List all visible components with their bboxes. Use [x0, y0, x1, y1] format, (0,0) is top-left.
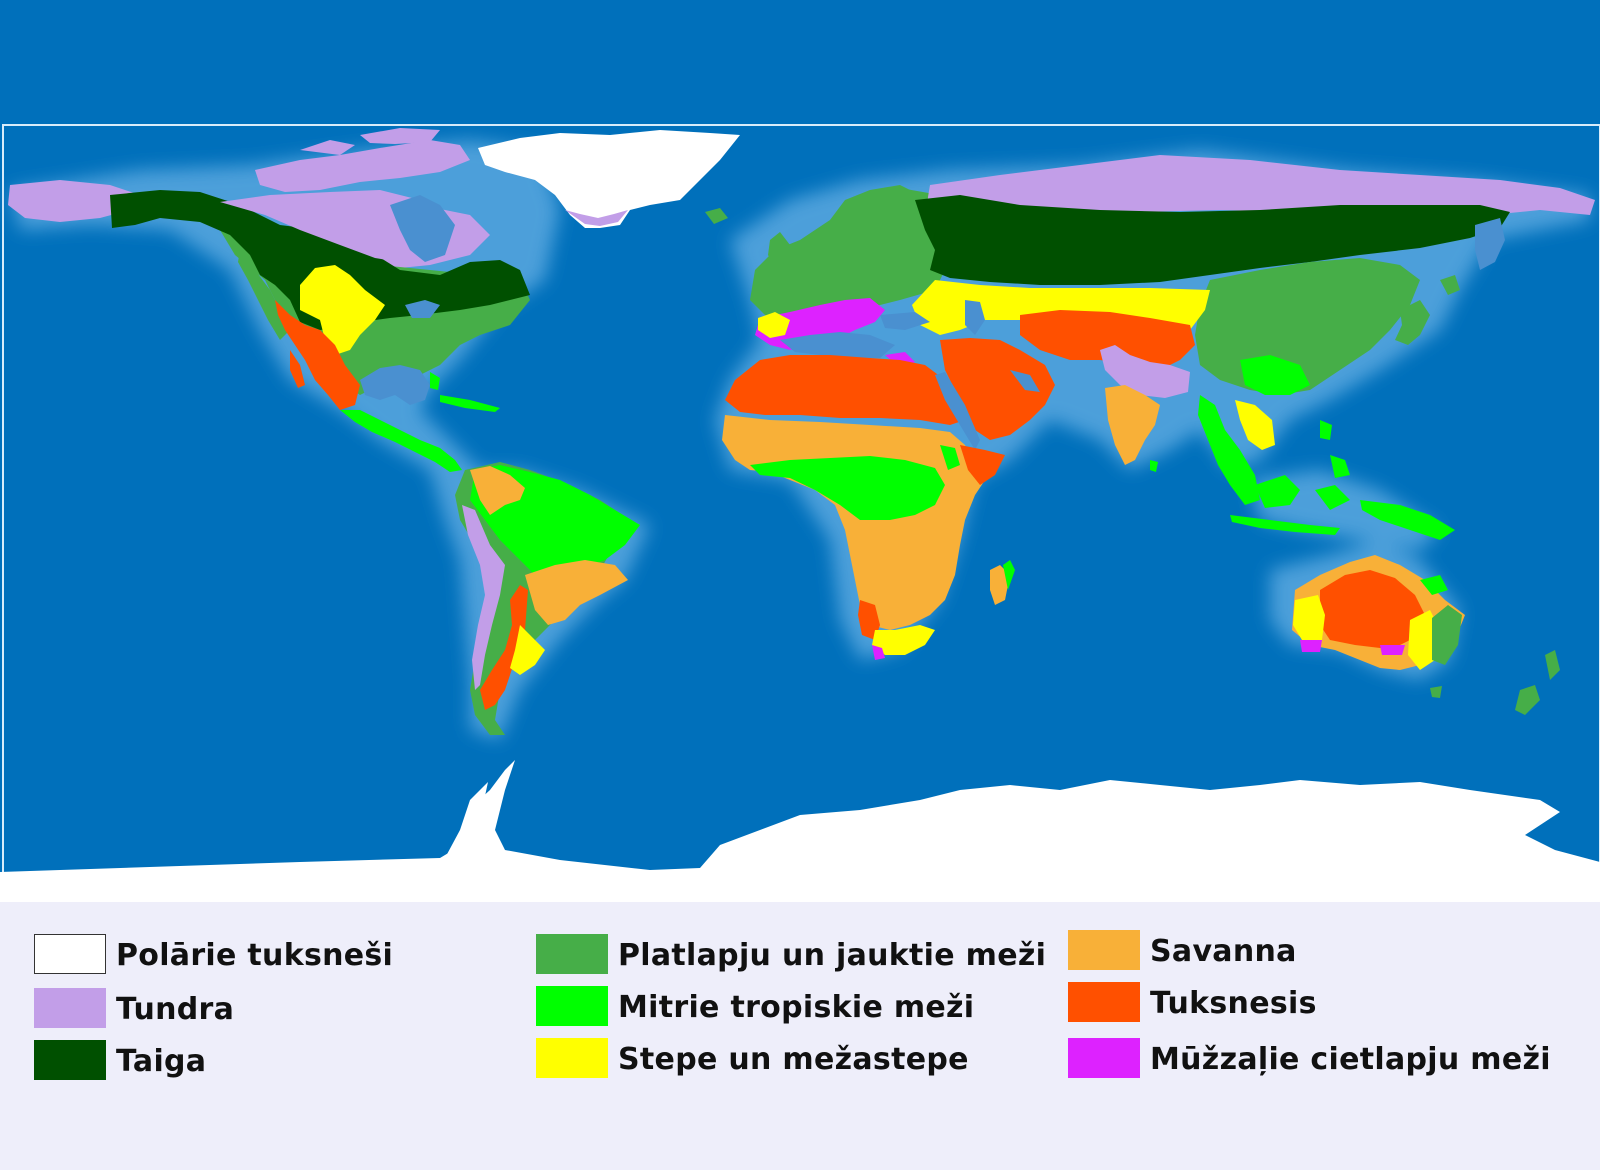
legend-swatch-polar	[34, 934, 106, 974]
legend-swatch-savanna	[1068, 930, 1140, 970]
asia-desert	[1020, 310, 1195, 370]
hudson-bay	[390, 195, 455, 262]
legend-label-steppe: Stepe un mežastepe	[618, 1042, 969, 1077]
australia-east-forest	[1432, 605, 1462, 665]
baja	[290, 350, 305, 388]
legend-swatch-rainforest	[536, 986, 608, 1026]
iberia-steppe	[758, 312, 790, 338]
legend: Polārie tuksneši Tundra Taiga Platlapju …	[0, 902, 1600, 1170]
legend-swatch-tundra	[34, 988, 106, 1028]
kamchatka	[1475, 218, 1505, 270]
tasmania	[1430, 686, 1442, 698]
sa-west-desert	[480, 585, 528, 710]
se-asia-steppe	[1235, 400, 1275, 450]
na-lakes	[405, 300, 440, 318]
british-isles	[768, 232, 790, 268]
australia-north-rainforest	[1420, 575, 1448, 595]
legend-label-savanna: Savanna	[1150, 934, 1297, 969]
na-steppe	[300, 265, 385, 355]
legend-label-tundra: Tundra	[116, 992, 235, 1027]
greenland	[478, 130, 740, 228]
sa-savanna-south	[525, 560, 628, 625]
eurasia-taiga	[915, 195, 1510, 285]
antarctic-peninsula	[445, 782, 488, 858]
central-america	[340, 410, 462, 472]
na-southeast-rainforest	[430, 372, 440, 390]
na-desert	[275, 300, 360, 410]
sw-africa-desert	[858, 600, 880, 640]
legend-label-desert: Tuksnesis	[1150, 986, 1317, 1021]
legend-swatch-sclerophyll	[1068, 1038, 1140, 1078]
persian-gulf	[1010, 370, 1040, 392]
australia-sclerophyll	[1300, 640, 1405, 655]
indonesia	[1230, 420, 1455, 540]
australia-desert	[1320, 570, 1425, 648]
gulf-coast	[360, 365, 430, 405]
caribbean	[440, 395, 500, 412]
cape-sclerophyll	[872, 645, 885, 660]
na-taiga	[110, 190, 530, 330]
legend-label-polar: Polārie tuksneši	[116, 938, 394, 973]
africa-rainforest	[750, 456, 945, 520]
legend-label-rainforest: Mitrie tropiskie meži	[618, 990, 975, 1025]
world-map	[0, 0, 1600, 900]
sa-andes-tundra	[462, 505, 505, 690]
iceland	[705, 208, 728, 224]
africa-rainforest-east	[940, 445, 960, 470]
na-west-coast-forest	[238, 250, 290, 340]
india-savanna	[1105, 385, 1160, 465]
mediterranean-sclerophyll	[755, 298, 885, 350]
sri-lanka	[1150, 460, 1158, 472]
south-africa-steppe	[872, 625, 935, 655]
eurasia-mixed-forest	[750, 188, 960, 320]
legend-label-broadleaf: Platlapju un jauktie meži	[618, 938, 1047, 973]
caspian	[965, 300, 985, 335]
sa-savanna-north	[470, 466, 525, 515]
mediterranean-sea	[780, 332, 895, 358]
australia-west-steppe	[1293, 595, 1325, 645]
madagascar-rainforest	[1003, 560, 1015, 590]
new-zealand	[1515, 650, 1560, 715]
sa-steppe	[510, 625, 545, 675]
horn-desert	[960, 445, 1005, 485]
legend-swatch-broadleaf	[536, 934, 608, 974]
legend-label-sclerophyll: Mūžzaļie cietlapju meži	[1150, 1042, 1551, 1077]
se-asia-rainforest	[1240, 355, 1310, 395]
scandinavia	[830, 185, 920, 245]
himalaya-tundra	[1100, 345, 1190, 398]
legend-swatch-desert	[1068, 982, 1140, 1022]
legend-swatch-steppe	[536, 1038, 608, 1078]
antarctica	[0, 760, 1600, 900]
black-sea	[880, 312, 930, 330]
legend-swatch-taiga	[34, 1040, 106, 1080]
greenland-tundra-edge	[565, 210, 628, 226]
red-sea	[935, 372, 980, 450]
north-africa-desert	[725, 355, 965, 425]
legend-label-taiga: Taiga	[116, 1044, 207, 1079]
japan	[1395, 275, 1460, 345]
indochina-rainforest	[1198, 395, 1260, 505]
